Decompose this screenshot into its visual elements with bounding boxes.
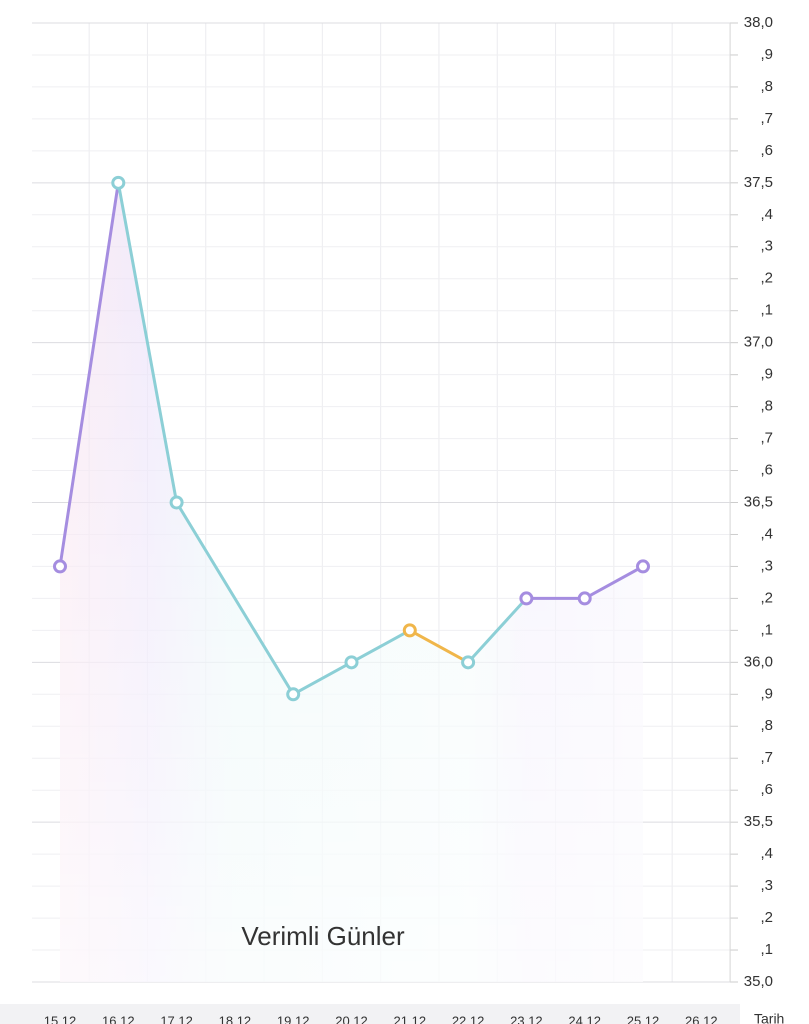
x-tick-label: 23.12 xyxy=(510,1013,543,1024)
x-axis-bar xyxy=(0,1004,740,1024)
area-fade xyxy=(60,182,643,983)
y-tick-label: ,7 xyxy=(760,749,773,766)
y-tick-label: ,7 xyxy=(760,110,773,127)
x-tick-label: 15.12 xyxy=(44,1013,77,1024)
y-tick-label: 35,0 xyxy=(744,973,773,990)
y-tick-label: ,9 xyxy=(760,685,773,702)
data-point xyxy=(577,591,592,606)
x-tick-label: 20.12 xyxy=(335,1013,368,1024)
line-segment xyxy=(291,660,353,696)
data-point xyxy=(402,623,417,638)
y-tick-label: ,2 xyxy=(760,270,773,287)
y-tick-label: ,4 xyxy=(760,206,773,223)
x-tick-label: 25.12 xyxy=(627,1013,660,1024)
y-tick-label: ,2 xyxy=(760,909,773,926)
y-tick-label: ,6 xyxy=(760,142,773,159)
line-segment xyxy=(350,628,412,664)
y-tick-label: ,1 xyxy=(760,621,773,638)
data-point xyxy=(111,175,126,190)
y-tick-label: 36,0 xyxy=(744,653,773,670)
line-segment xyxy=(116,181,179,504)
x-tick-label: 21.12 xyxy=(394,1013,427,1024)
x-tick-label: 19.12 xyxy=(277,1013,310,1024)
line-segment xyxy=(466,596,528,664)
y-tick-label: ,6 xyxy=(760,462,773,479)
x-tick-label: 16.12 xyxy=(102,1013,135,1024)
y-tick-label: 38,0 xyxy=(744,14,773,31)
line-segment xyxy=(408,628,470,664)
y-tick-label: ,4 xyxy=(760,525,773,542)
y-tick-label: ,9 xyxy=(760,46,773,63)
x-tick-label: 22.12 xyxy=(452,1013,485,1024)
x-tick-label: 24.12 xyxy=(568,1013,601,1024)
y-tick-label: ,4 xyxy=(760,845,773,862)
line-segment xyxy=(58,181,120,568)
y-tick-label: ,3 xyxy=(760,238,773,255)
data-point xyxy=(286,687,301,702)
y-tick-label: ,1 xyxy=(760,302,773,319)
y-tick-label: ,9 xyxy=(760,366,773,383)
x-tick-label: 17.12 xyxy=(160,1013,193,1024)
data-point xyxy=(53,559,67,574)
y-tick-label: 36,5 xyxy=(744,493,773,510)
annotation: Verimli Günler xyxy=(241,921,405,951)
y-tick-label: 35,5 xyxy=(744,813,773,830)
y-tick-label: ,8 xyxy=(760,78,773,95)
y-tick-label: ,8 xyxy=(760,398,773,415)
x-axis-label: Tarih xyxy=(754,1011,784,1024)
y-tick-label: ,6 xyxy=(760,781,773,798)
data-point xyxy=(169,495,184,510)
y-tick-label: ,1 xyxy=(760,941,773,958)
data-point xyxy=(344,655,359,670)
data-point xyxy=(636,559,650,574)
x-tick-label: 18.12 xyxy=(219,1013,252,1024)
y-tick-label: 37,5 xyxy=(744,174,773,191)
line-segment xyxy=(583,564,645,600)
y-tick-label: ,3 xyxy=(760,877,773,894)
line-segment xyxy=(175,501,295,696)
data-point xyxy=(519,591,534,606)
x-tick-label: 26.12 xyxy=(685,1013,718,1024)
plot xyxy=(53,175,650,983)
y-tick-label: ,3 xyxy=(760,557,773,574)
data-point xyxy=(461,655,476,670)
y-tick-label: ,2 xyxy=(760,589,773,606)
y-tick-label: ,8 xyxy=(760,717,773,734)
y-tick-label: ,7 xyxy=(760,430,773,447)
y-tick-label: 37,0 xyxy=(744,334,773,351)
